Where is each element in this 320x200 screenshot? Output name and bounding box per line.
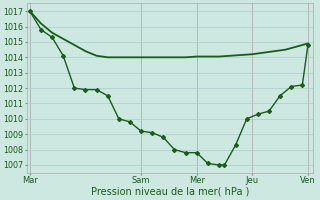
X-axis label: Pression niveau de la mer( hPa ): Pression niveau de la mer( hPa ) [91,187,250,197]
